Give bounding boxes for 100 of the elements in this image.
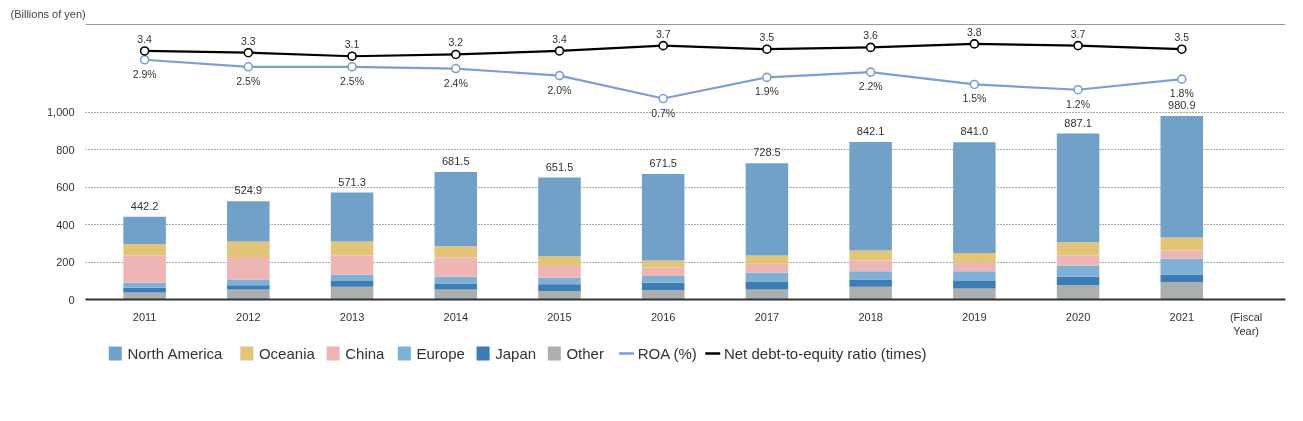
data-label: 3.4 — [552, 32, 567, 45]
x-tick-label: 2018 — [858, 310, 883, 323]
data-label: 3.4 — [137, 32, 153, 45]
bar — [434, 257, 478, 277]
bar — [849, 141, 892, 251]
bar — [641, 260, 685, 268]
point — [554, 46, 565, 56]
bar — [1160, 281, 1204, 300]
point — [347, 51, 357, 62]
bar — [1160, 237, 1204, 251]
bar — [434, 289, 478, 300]
bar — [745, 255, 789, 264]
point — [969, 39, 980, 49]
y-tick-label: 200 — [56, 256, 75, 269]
data-label: 3.7 — [655, 27, 671, 40]
total-label: 524.9 — [234, 184, 263, 197]
bar — [330, 241, 374, 256]
x-axis-title: (Fiscal Year) — [1229, 310, 1263, 337]
legend-label: Other — [566, 345, 604, 362]
bar — [745, 281, 789, 290]
x-tick-label: 2013 — [339, 310, 365, 323]
data-label: 3.6 — [863, 29, 879, 42]
point — [1073, 40, 1083, 51]
point — [865, 42, 876, 53]
total-label: 980.9 — [1168, 99, 1196, 111]
bar — [849, 279, 892, 287]
data-label: 2.4% — [443, 76, 468, 89]
data-label: 0.7% — [651, 106, 676, 119]
legend-label: Japan — [495, 345, 537, 362]
bar — [434, 172, 478, 247]
bar — [1160, 116, 1204, 238]
bar — [1056, 265, 1100, 277]
data-label: 3.5 — [1174, 31, 1190, 44]
bar — [953, 142, 996, 253]
legend-label: North America — [127, 345, 224, 362]
total-label: 887.1 — [1064, 116, 1092, 129]
bar — [1160, 250, 1204, 259]
bar — [330, 274, 374, 281]
bar — [227, 201, 270, 242]
data-label: 3.3 — [241, 34, 256, 47]
legend-label: Net debt-to-equity ratio (times) — [723, 345, 927, 362]
point — [762, 44, 772, 54]
bar — [1056, 242, 1100, 256]
legend-label: China — [345, 345, 386, 362]
data-label: 2.5% — [236, 74, 261, 87]
total-label: 671.5 — [649, 156, 677, 169]
point — [969, 79, 980, 90]
point — [762, 72, 772, 83]
x-tick-label: 2015 — [547, 310, 572, 323]
bar — [953, 280, 996, 289]
bar — [538, 277, 581, 285]
bar — [641, 276, 685, 283]
legend-label: Oceania — [258, 345, 316, 362]
total-label: 651.5 — [545, 160, 574, 173]
x-tick-label: 2016 — [650, 310, 676, 323]
bar — [641, 267, 685, 277]
total-label: 571.3 — [338, 175, 366, 188]
bar — [227, 241, 270, 258]
bar — [538, 256, 581, 267]
data-label: 3.2 — [448, 36, 464, 49]
data-label: 1.9% — [754, 85, 779, 98]
bar — [538, 290, 581, 300]
bar — [641, 282, 685, 291]
y-axis-title: (Billions of yen) — [10, 7, 86, 20]
bar — [123, 243, 166, 256]
bar — [538, 266, 581, 278]
point — [1176, 44, 1187, 54]
bar — [1056, 285, 1100, 300]
x-tick-label: 2020 — [1065, 310, 1091, 323]
point — [554, 70, 565, 81]
bar — [227, 285, 270, 290]
point — [1176, 74, 1187, 84]
data-label: 3.8 — [967, 25, 982, 38]
bar — [330, 286, 374, 300]
bar — [227, 289, 270, 300]
y-tick-label: 600 — [56, 181, 75, 194]
bar — [434, 276, 478, 284]
y-tick-label: 800 — [56, 143, 75, 156]
total-label: 442.2 — [130, 199, 159, 212]
bar — [849, 250, 892, 261]
point — [243, 62, 254, 72]
y-tick-label: 1,000 — [46, 106, 75, 119]
bar — [330, 192, 374, 242]
point — [347, 62, 357, 72]
bar — [953, 252, 996, 263]
point — [450, 63, 461, 74]
bar — [1056, 255, 1100, 266]
data-label: 3.1 — [344, 38, 360, 51]
bar — [849, 271, 892, 280]
data-label: 1.5% — [962, 92, 987, 105]
legend-label: ROA (%) — [637, 345, 697, 362]
bar — [227, 257, 270, 280]
x-tick-label: 2012 — [236, 310, 261, 323]
bar — [849, 286, 892, 300]
bar — [123, 255, 166, 283]
bar — [745, 263, 789, 273]
x-tick-label: 2017 — [754, 310, 780, 323]
bar — [123, 282, 166, 288]
point — [450, 49, 461, 60]
total-label: 841.0 — [960, 125, 989, 138]
